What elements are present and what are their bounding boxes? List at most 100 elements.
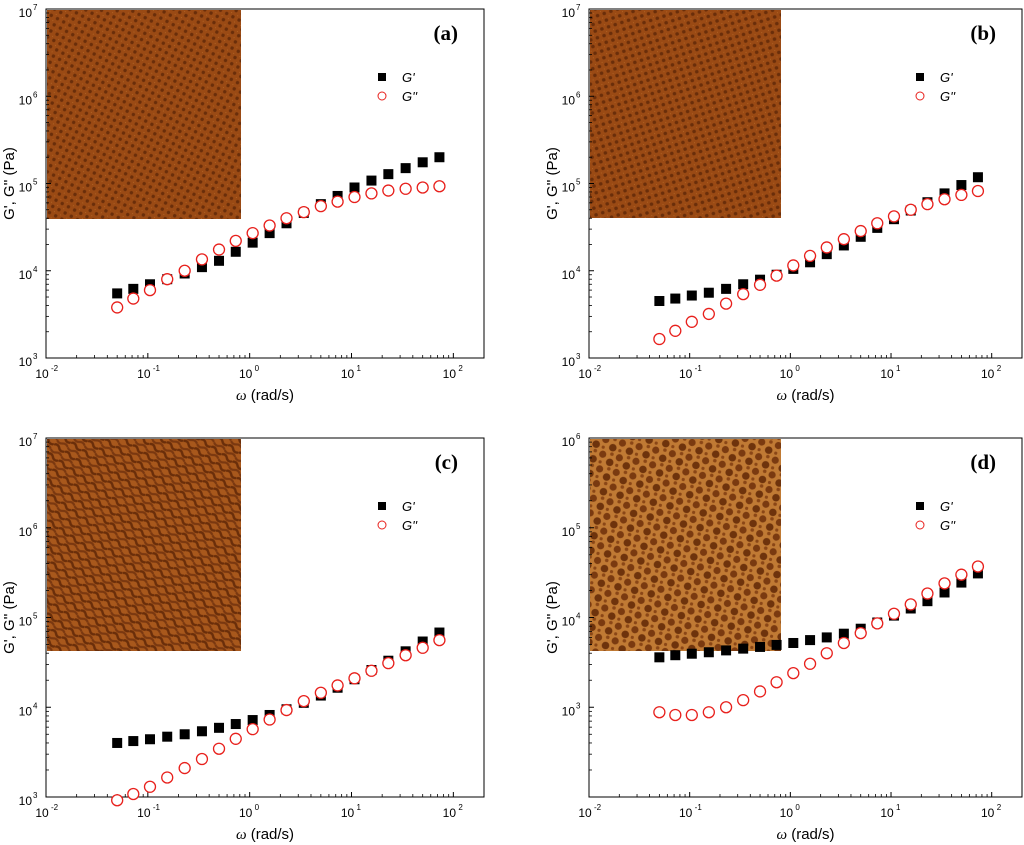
inset-micrograph: [590, 439, 781, 651]
data-point-loss-modulus: [719, 297, 733, 310]
data-point-loss-modulus: [685, 708, 698, 722]
inset-micrograph: [47, 10, 241, 219]
data-point-loss-modulus: [753, 685, 767, 698]
x-tick-label: 10: [443, 806, 457, 820]
y-tick-exponent: 3: [576, 701, 581, 710]
data-point-loss-modulus: [871, 617, 884, 630]
data-point-loss-modulus: [161, 771, 174, 784]
data-point-loss-modulus: [433, 180, 446, 193]
data-point-storage-modulus: [939, 587, 950, 598]
data-point-loss-modulus: [314, 200, 328, 213]
data-point-storage-modulus: [417, 636, 428, 647]
x-tick-label: 10: [880, 806, 894, 820]
legend-marker-storage: [916, 73, 924, 81]
x-tick-exponent: -1: [695, 803, 703, 812]
y-tick-exponent: 3: [33, 352, 38, 361]
y-tick-label: 10: [562, 93, 576, 107]
x-tick-label: 10: [239, 806, 253, 820]
legend-marker-loss: [915, 520, 925, 530]
legend-label-loss: G'': [940, 518, 956, 533]
data-point-loss-modulus: [685, 315, 698, 328]
y-tick-label: 10: [562, 355, 576, 369]
data-point-storage-modulus: [721, 645, 732, 656]
data-point-loss-modulus: [246, 226, 259, 240]
data-point-loss-modulus: [719, 701, 733, 714]
data-point-storage-modulus: [247, 715, 258, 726]
data-point-storage-modulus: [670, 650, 681, 661]
data-point-loss-modulus: [314, 686, 328, 699]
legend-label-storage: G': [402, 70, 415, 85]
data-point-storage-modulus: [805, 635, 816, 646]
data-point-loss-modulus: [263, 219, 276, 232]
data-point-loss-modulus: [938, 193, 951, 206]
data-point-loss-modulus: [382, 184, 395, 197]
y-tick-exponent: 4: [33, 701, 38, 710]
data-point-loss-modulus: [212, 243, 226, 256]
data-point-loss-modulus: [195, 752, 209, 766]
data-point-storage-modulus: [805, 257, 816, 268]
x-axis-title: ω (rad/s): [776, 387, 834, 404]
y-tick-exponent: 7: [576, 3, 581, 12]
data-point-loss-modulus: [127, 292, 140, 305]
legend-label-loss: G'': [402, 89, 418, 104]
legend-label-storage: G': [402, 499, 415, 514]
data-point-storage-modulus: [383, 169, 394, 180]
x-tick-label: 10: [679, 806, 693, 820]
data-point-loss-modulus: [382, 657, 395, 670]
y-tick-exponent: 7: [33, 3, 38, 12]
y-tick-label: 10: [19, 181, 33, 195]
x-tick-label: 10: [35, 367, 49, 381]
y-tick-label: 10: [562, 435, 576, 449]
x-tick-label: 10: [35, 806, 49, 820]
y-tick-exponent: 3: [576, 352, 581, 361]
data-point-loss-modulus: [365, 187, 378, 200]
data-point-storage-modulus: [738, 643, 749, 654]
y-tick-label: 10: [19, 435, 33, 449]
x-axis-title: ω (rad/s): [236, 826, 294, 843]
y-tick-exponent: 5: [33, 178, 38, 187]
data-point-loss-modulus: [921, 197, 934, 211]
x-tick-label: 10: [981, 806, 995, 820]
data-point-loss-modulus: [433, 633, 446, 647]
data-point-storage-modulus: [128, 283, 139, 294]
data-point-storage-modulus: [755, 641, 766, 652]
data-point-loss-modulus: [348, 190, 361, 204]
y-tick-exponent: 3: [33, 791, 38, 800]
y-tick-exponent: 5: [33, 612, 38, 621]
data-point-loss-modulus: [297, 694, 310, 708]
data-point-loss-modulus: [904, 203, 917, 216]
legend-label-storage: G': [940, 499, 953, 514]
data-point-loss-modulus: [971, 560, 985, 573]
data-point-loss-modulus: [837, 233, 851, 246]
data-point-loss-modulus: [416, 181, 429, 194]
data-point-loss-modulus: [653, 332, 666, 346]
data-point-storage-modulus: [922, 596, 933, 607]
data-point-loss-modulus: [653, 706, 666, 719]
y-tick-label: 10: [562, 268, 576, 282]
y-tick-label: 10: [562, 525, 576, 539]
y-axis-title: G', G'' (Pa): [1, 147, 18, 220]
panel-label: (a): [434, 21, 459, 45]
data-point-loss-modulus: [331, 679, 344, 692]
y-tick-label: 10: [19, 93, 33, 107]
data-point-loss-modulus: [803, 249, 817, 263]
legend-label-storage: G': [940, 70, 953, 85]
data-point-loss-modulus: [770, 676, 783, 689]
x-tick-exponent: 2: [458, 803, 463, 812]
data-point-loss-modulus: [837, 636, 851, 650]
data-point-loss-modulus: [229, 234, 242, 248]
data-point-storage-modulus: [417, 157, 428, 168]
y-tick-label: 10: [19, 525, 33, 539]
legend-marker-loss: [377, 520, 387, 530]
data-point-loss-modulus: [787, 666, 800, 680]
data-point-loss-modulus: [399, 182, 412, 195]
data-point-loss-modulus: [787, 259, 800, 272]
data-point-loss-modulus: [938, 577, 951, 590]
data-point-storage-modulus: [434, 627, 445, 638]
x-tick-exponent: 0: [795, 364, 800, 373]
data-point-loss-modulus: [212, 742, 226, 755]
